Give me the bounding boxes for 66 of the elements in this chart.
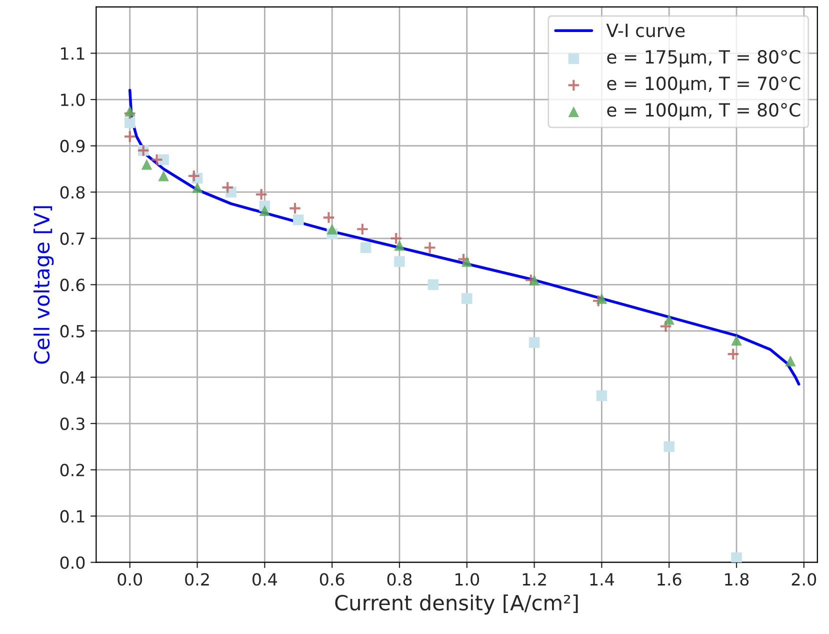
point: [596, 293, 608, 304]
y-tick-label: 1.0: [61, 94, 85, 106]
point: [457, 252, 470, 266]
point: [428, 279, 439, 290]
point: [664, 314, 674, 325]
y-axis-title: Cell voltage [V]: [34, 206, 54, 364]
point: [150, 153, 164, 166]
legend-label: e = 175µm, T = 80°C: [607, 50, 800, 68]
point: [288, 202, 302, 215]
y-tick-label: 0.3: [60, 417, 84, 430]
x-tick-label: 0.0: [118, 573, 142, 586]
point: [187, 169, 200, 182]
y-tick-label: 1.1: [61, 47, 84, 60]
point: [326, 224, 338, 235]
point: [141, 158, 152, 170]
x-tick-label: 1.6: [658, 573, 682, 586]
y-tick-label: 0.4: [60, 371, 85, 384]
x-tick-label: 1.2: [522, 573, 546, 586]
point: [356, 222, 369, 236]
legend-label: e = 100µm, T = 80°C: [607, 103, 800, 120]
point: [423, 241, 436, 254]
point: [394, 240, 405, 251]
y-tick-label: 0.6: [60, 278, 85, 292]
y-tick-label: 0.7: [60, 232, 84, 245]
point: [731, 334, 742, 346]
point: [785, 356, 796, 366]
point: [259, 205, 270, 216]
x-tick-label: 0.2: [185, 573, 209, 586]
point: [221, 181, 234, 194]
point: [664, 441, 674, 452]
point: [528, 337, 540, 348]
x-tick-label: 1.0: [455, 573, 480, 586]
y-tick-label: 0.5: [60, 324, 84, 338]
point: [390, 232, 403, 245]
point: [462, 293, 472, 304]
y-tick-label: 0.1: [60, 510, 84, 523]
point: [322, 211, 336, 224]
point: [726, 348, 740, 361]
x-tick-label: 0.8: [387, 573, 412, 586]
point: [123, 130, 136, 143]
x-tick-label: 0.4: [252, 573, 277, 586]
point: [360, 242, 372, 254]
point: [158, 170, 169, 182]
point: [158, 154, 169, 166]
x-tick-label: 2.0: [792, 573, 816, 586]
point: [596, 390, 608, 402]
point: [394, 256, 405, 267]
legend-label: e = 100µm, T = 70°C: [607, 76, 800, 94]
y-tick-label: 0.9: [60, 140, 85, 152]
x-axis-title: Current density [A/cm²]: [335, 594, 578, 615]
x-tick-label: 1.4: [590, 573, 614, 586]
point: [124, 106, 136, 116]
point: [528, 274, 540, 286]
point: [192, 182, 203, 193]
x-tick-label: 1.8: [725, 573, 749, 586]
point: [462, 256, 472, 267]
point: [293, 214, 304, 226]
point: [659, 320, 672, 333]
y-tick-label: 0.2: [60, 464, 84, 476]
y-tick-label: 0.8: [60, 186, 85, 199]
point: [254, 188, 268, 201]
point: [731, 552, 742, 562]
x-tick-label: 0.6: [320, 573, 344, 586]
legend-label: V-I curve: [606, 24, 685, 38]
y-tick-label: 0.0: [60, 556, 85, 569]
point: [124, 117, 136, 128]
